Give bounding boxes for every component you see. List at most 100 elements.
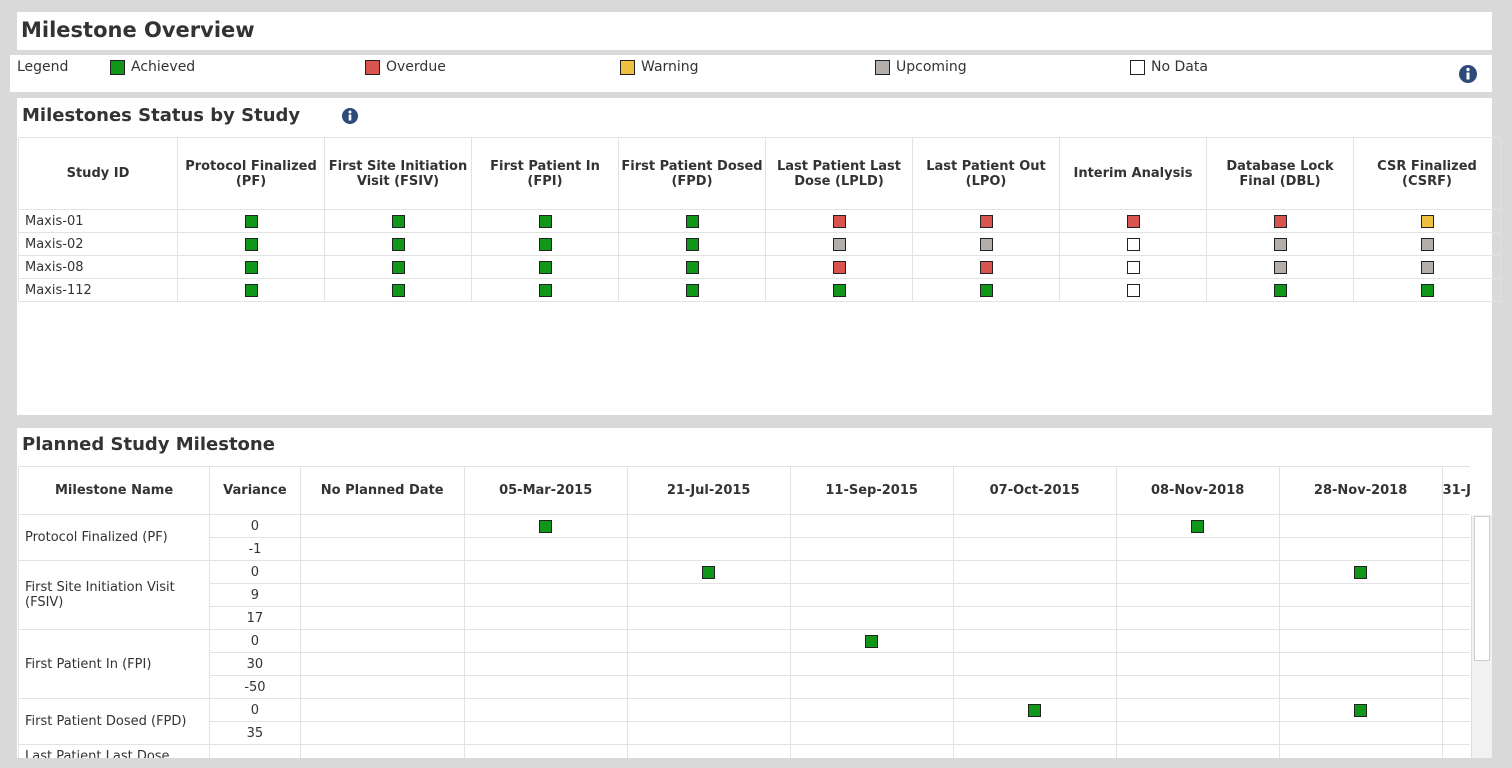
date-cell xyxy=(789,629,954,653)
date-cell xyxy=(626,514,791,538)
scrollbar-thumb[interactable] xyxy=(1474,516,1490,661)
milestone-marker xyxy=(1354,565,1368,579)
no-planned-date xyxy=(299,629,465,653)
variance: 0 xyxy=(209,698,301,722)
no-planned-date xyxy=(299,560,465,584)
legend-swatch xyxy=(1130,59,1145,75)
status-marker xyxy=(1273,283,1287,297)
date-header: 21-Jul-2015 xyxy=(626,466,791,515)
column-header: Variance xyxy=(209,466,301,515)
info-icon[interactable] xyxy=(342,108,358,124)
date-header: 28-Nov-2018 xyxy=(1278,466,1443,515)
date-cell xyxy=(789,698,954,722)
date-cell xyxy=(463,675,628,699)
date-cell xyxy=(952,675,1117,699)
status-cell xyxy=(324,255,472,279)
milestone-name: Last Patient Last Dose xyxy=(18,744,211,758)
status-cell xyxy=(471,232,619,256)
milestone-marker xyxy=(865,634,879,648)
status-marker xyxy=(244,214,258,228)
date-cell xyxy=(952,629,1117,653)
status-cell xyxy=(324,278,472,302)
legend-item: Warning xyxy=(620,59,699,75)
status-cell xyxy=(765,232,913,256)
date-cell xyxy=(952,583,1117,607)
column-header: Interim Analysis xyxy=(1059,137,1207,210)
date-cell xyxy=(952,744,1117,758)
date-cell xyxy=(463,744,628,758)
status-cell xyxy=(765,209,913,233)
milestone-name: First Patient Dosed (FPD) xyxy=(18,698,211,745)
date-cell xyxy=(1278,606,1443,630)
column-header: Protocol Finalized (PF) xyxy=(177,137,325,210)
column-header: Database Lock Final (DBL) xyxy=(1206,137,1354,210)
status-marker xyxy=(979,214,993,228)
status-marker xyxy=(1126,283,1140,297)
legend-text: No Data xyxy=(1151,59,1208,75)
status-cell xyxy=(471,209,619,233)
status-marker xyxy=(1126,260,1140,274)
no-planned-date xyxy=(299,606,465,630)
legend-label: Legend xyxy=(17,59,69,75)
milestone-row: 9 xyxy=(19,583,1470,607)
section-title: Milestones Status by Study xyxy=(22,105,301,126)
date-cell xyxy=(1441,744,1470,758)
date-cell xyxy=(463,652,628,676)
status-cell xyxy=(1059,209,1207,233)
milestone-name: First Site Initiation Visit (FSIV) xyxy=(18,560,211,630)
status-marker xyxy=(391,214,405,228)
date-cell xyxy=(463,698,628,722)
date-cell xyxy=(1115,560,1280,584)
legend-swatch xyxy=(875,59,890,75)
status-cell xyxy=(618,255,766,279)
milestone-marker xyxy=(1354,703,1368,717)
date-cell xyxy=(1115,629,1280,653)
milestone-marker xyxy=(702,565,716,579)
no-planned-date xyxy=(299,744,465,758)
column-header: No Planned Date xyxy=(299,466,465,515)
page-title: Milestone Overview xyxy=(21,18,255,42)
date-cell xyxy=(952,698,1117,722)
variance: 0 xyxy=(209,629,301,653)
date-cell xyxy=(1278,537,1443,561)
date-header: 08-Nov-2018 xyxy=(1115,466,1280,515)
date-cell xyxy=(1115,537,1280,561)
date-cell xyxy=(1115,744,1280,758)
date-cell xyxy=(1441,606,1470,630)
variance: 9 xyxy=(209,583,301,607)
date-cell xyxy=(789,514,954,538)
status-cell xyxy=(1353,209,1501,233)
variance: -50 xyxy=(209,675,301,699)
milestone-row: -50 xyxy=(19,675,1470,699)
date-cell xyxy=(1278,583,1443,607)
milestone-marker xyxy=(539,519,553,533)
date-cell xyxy=(1441,560,1470,584)
status-cell xyxy=(765,278,913,302)
date-cell xyxy=(626,721,791,745)
date-header: 31-Ja xyxy=(1441,466,1470,515)
date-cell xyxy=(1278,698,1443,722)
status-cell xyxy=(1353,278,1501,302)
info-icon[interactable] xyxy=(1459,65,1477,83)
milestone-marker xyxy=(1028,703,1042,717)
date-cell xyxy=(463,537,628,561)
column-header: Study ID xyxy=(18,137,178,210)
legend-item: Upcoming xyxy=(875,59,967,75)
column-header: Last Patient Last Dose (LPLD) xyxy=(765,137,913,210)
milestone-row: 17 xyxy=(19,606,1470,630)
date-cell xyxy=(1278,514,1443,538)
legend-panel xyxy=(10,55,1492,92)
status-cell xyxy=(912,209,1060,233)
status-marker xyxy=(391,283,405,297)
status-marker xyxy=(391,260,405,274)
legend-item: Overdue xyxy=(365,59,446,75)
date-cell xyxy=(1115,698,1280,722)
status-marker xyxy=(1273,237,1287,251)
scrollbar[interactable] xyxy=(1471,515,1492,758)
status-marker xyxy=(1420,283,1434,297)
legend-text: Achieved xyxy=(131,59,196,75)
date-header: 05-Mar-2015 xyxy=(463,466,628,515)
section-title: Planned Study Milestone xyxy=(22,434,275,455)
study-id: Maxis-08 xyxy=(18,255,178,279)
